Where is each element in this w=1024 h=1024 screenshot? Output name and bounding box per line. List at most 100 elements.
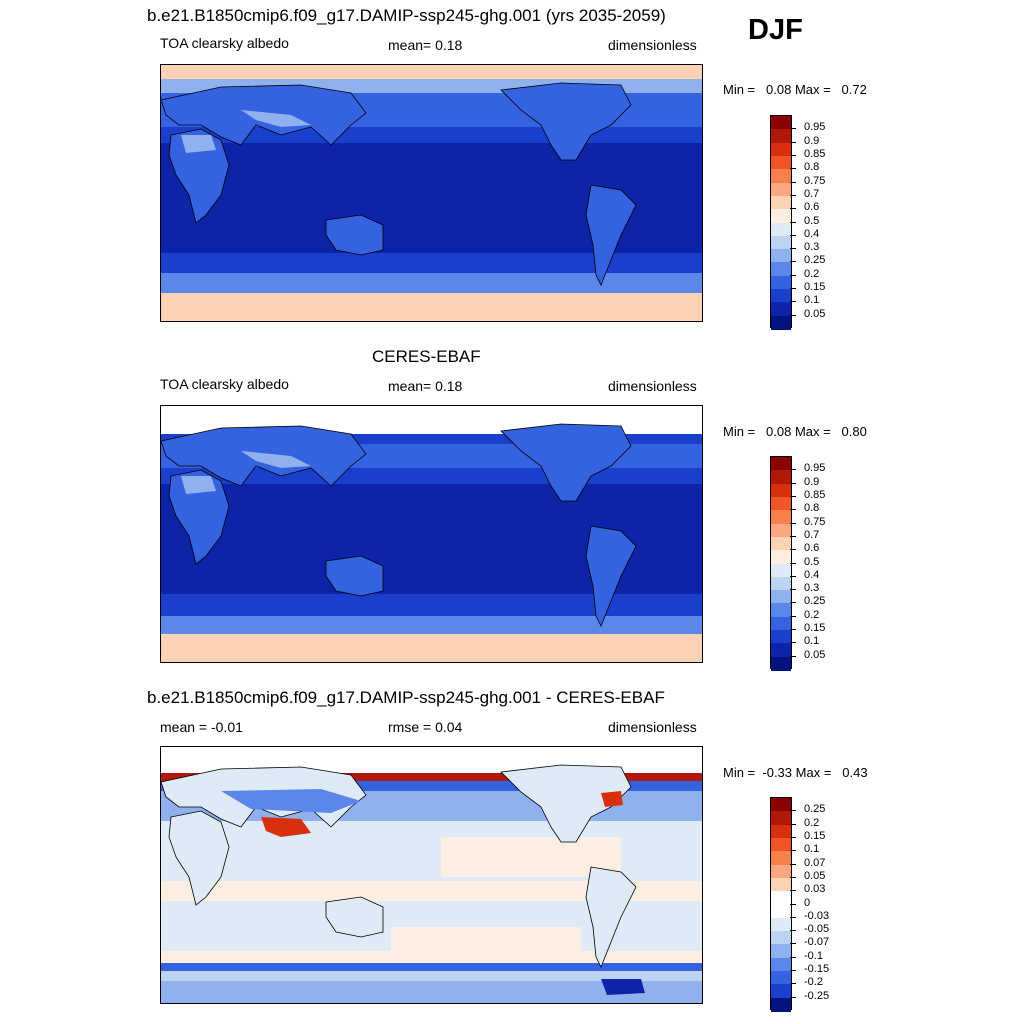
- panel-1-colorbar: 0.95 0.9 0.85 0.8 0.75 0.7 0.6 0.5 0.4 0.3 0.25 0.2…: [770, 115, 825, 330]
- colorbar-segment: [771, 616, 791, 631]
- colorbar-segment: [771, 590, 791, 604]
- panel-1-units: dimensionless: [608, 37, 697, 53]
- colorbar-tick: [790, 836, 796, 838]
- colorbar-segment: [771, 302, 791, 317]
- north-america-shape: [500, 82, 632, 161]
- colorbar-tick: [790, 956, 796, 958]
- colorbar-label: 0.05: [804, 648, 826, 661]
- colorbar-segment: [771, 798, 791, 812]
- colorbar-tick: [790, 234, 796, 236]
- colorbar-label: 0.95: [804, 121, 826, 134]
- panel-3-map: [160, 746, 703, 1004]
- colorbar-label: 0: [804, 896, 811, 909]
- south-america-shape: [585, 184, 637, 286]
- colorbar-label: -0.05: [804, 923, 830, 936]
- colorbar-label: 0.2: [804, 816, 820, 829]
- arctic-diff-band: [161, 773, 702, 781]
- colorbar-tick: [790, 823, 796, 825]
- colorbar-label: 0.85: [804, 488, 826, 501]
- colorbar-tick: [790, 261, 796, 263]
- colorbar-segment: [771, 550, 791, 564]
- colorbar-tick: [790, 495, 796, 497]
- colorbar-segment: [771, 222, 791, 237]
- colorbar-segment: [771, 155, 791, 170]
- colorbar-tick: [790, 970, 796, 972]
- australia-shape: [325, 214, 384, 256]
- colorbar-label: -0.1: [804, 949, 823, 962]
- colorbar-tick: [790, 916, 796, 918]
- colorbar-label: 0.9: [804, 134, 820, 147]
- north-america-shape: [500, 764, 632, 843]
- colorbar-segment: [771, 169, 791, 184]
- panel-2-mean: mean= 0.18: [388, 378, 463, 394]
- colorbar-tick: [790, 221, 796, 223]
- colorbar-tick: [790, 983, 796, 985]
- colorbar-segment: [771, 195, 791, 210]
- colorbar-segment: [771, 483, 791, 498]
- colorbar-segment: [771, 289, 791, 303]
- colorbar-tick: [790, 288, 796, 290]
- colorbar-segment: [771, 864, 791, 879]
- africa-shape: [168, 810, 230, 906]
- colorbar-label: 0.1: [804, 635, 820, 648]
- panel-3-mean: mean = -0.01: [160, 719, 243, 735]
- colorbar-label: 0.5: [804, 214, 820, 227]
- colorbar-segment: [771, 576, 791, 591]
- colorbar-label: 0.8: [804, 502, 820, 515]
- colorbar-tick: [790, 876, 796, 878]
- colorbar-tick: [790, 274, 796, 276]
- colorbar-segment: [771, 904, 791, 919]
- sahara-shape: [181, 476, 216, 494]
- colorbar-segment: [771, 457, 791, 471]
- africa-shape: [168, 469, 230, 565]
- colorbar-segment: [771, 811, 791, 826]
- colorbar-label: 0.1: [804, 843, 820, 856]
- colorbar-label: 0.07: [804, 856, 826, 869]
- panel-1-map-svg: [161, 65, 702, 321]
- colorbar-tick: [790, 168, 796, 170]
- colorbar-label: -0.15: [804, 963, 830, 976]
- panel-1-minmax: Min = 0.08 Max = 0.72: [723, 82, 867, 97]
- colorbar-label: 0.25: [804, 254, 826, 267]
- panel-2-map-svg: [161, 406, 702, 662]
- colorbar-tick: [790, 535, 796, 537]
- colorbar-label: 0.75: [804, 515, 826, 528]
- colorbar-segment: [771, 603, 791, 618]
- colorbar-segment: [771, 643, 791, 658]
- arctic-band: [161, 65, 702, 79]
- colorbar-segment: [771, 891, 791, 905]
- siberia-diff-shape: [221, 789, 361, 813]
- colorbar-tick: [790, 549, 796, 551]
- panel-1-mean: mean= 0.18: [388, 37, 463, 53]
- colorbar-tick: [790, 890, 796, 892]
- colorbar-tick: [790, 469, 796, 471]
- colorbar-tick: [790, 810, 796, 812]
- colorbar-segment: [771, 235, 791, 250]
- season-label: DJF: [748, 14, 803, 46]
- panel-2-map: [160, 405, 703, 663]
- africa-shape: [168, 128, 230, 224]
- colorbar-segment: [771, 824, 791, 839]
- panel-2-units: dimensionless: [608, 378, 697, 394]
- panel-3-map-svg: [161, 747, 702, 1003]
- australia-shape: [325, 555, 384, 597]
- colorbar-segment: [771, 496, 791, 511]
- colorbar-tick: [790, 629, 796, 631]
- colorbar-segment: [771, 563, 791, 578]
- colorbar-label: 0.4: [804, 568, 820, 581]
- colorbar-segment: [771, 917, 791, 932]
- antarctic-diff-shape: [601, 979, 645, 995]
- colorbar-segment: [771, 931, 791, 945]
- sahara-shape: [181, 135, 216, 153]
- colorbar-label: 0.8: [804, 161, 820, 174]
- colorbar-label: 0.3: [804, 582, 820, 595]
- colorbar-label: 0.7: [804, 528, 820, 541]
- panel-1-title: b.e21.B1850cmip6.f09_g17.DAMIP-ssp245-gh…: [147, 6, 666, 25]
- panel-3-rmse: rmse = 0.04: [388, 719, 463, 735]
- panel-3-title: b.e21.B1850cmip6.f09_g17.DAMIP-ssp245-gh…: [147, 688, 665, 707]
- panel-2-colorbar: 0.95 0.9 0.85 0.8 0.75 0.7 0.6 0.5 0.4 0.3 0.25 0.2…: [770, 456, 825, 671]
- colorbar-segment: [771, 182, 791, 197]
- colorbar-tick: [790, 181, 796, 183]
- colorbar-label: 0.15: [804, 622, 826, 635]
- colorbar-segment: [771, 470, 791, 485]
